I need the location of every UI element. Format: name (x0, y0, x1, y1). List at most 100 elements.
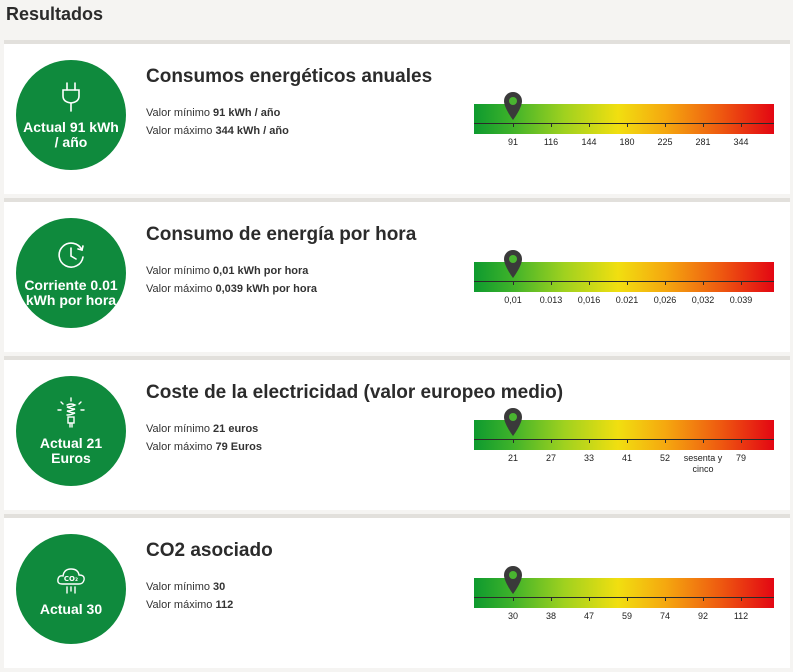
min-max-values: Valor mínimo 30 Valor máximo 112 (146, 578, 233, 614)
gauge-tick-label: 74 (659, 611, 671, 621)
gauge-gradient-bar (474, 104, 774, 134)
gauge-tick-label: 30 (507, 611, 519, 621)
gauge-tick-label: 0,032 (691, 295, 715, 305)
efficiency-gauge: 0,01 0.013 0,016 0.021 0,026 0,032 0.039 (474, 250, 774, 342)
gauge-tick (551, 439, 552, 443)
gauge-axis-line (474, 281, 774, 282)
gauge-tick-label: 38 (545, 611, 557, 621)
gauge-tick (741, 439, 742, 443)
gauge-tick-label: 225 (657, 137, 673, 147)
current-value-badge: CO₂ Actual 30 (16, 534, 126, 644)
card-title: Consumo de energía por hora (146, 224, 417, 245)
svg-text:CO₂: CO₂ (64, 575, 78, 583)
gauge-tick (665, 123, 666, 127)
current-value-badge: Actual 21 Euros (16, 376, 126, 486)
gauge-tick (513, 597, 514, 601)
max-label: Valor máximo (146, 283, 213, 295)
max-value: 79 Euros (215, 441, 262, 453)
gauge-tick (665, 597, 666, 601)
result-card-electricity-cost: Actual 21 Euros Coste de la electricidad… (4, 356, 790, 510)
min-label: Valor mínimo (146, 423, 210, 435)
gauge-tick-label: 59 (621, 611, 633, 621)
gauge-tick-label: 0,016 (577, 295, 601, 305)
efficiency-gauge: 91 116 144 180 225 281 344 (474, 92, 774, 184)
current-value: Actual 91 kWh / año (23, 119, 119, 150)
gauge-tick-label: 92 (697, 611, 709, 621)
co2-cloud-icon: CO₂ (57, 567, 85, 594)
min-label: Valor mínimo (146, 581, 210, 593)
gauge-tick (665, 439, 666, 443)
current-value: Actual 21 Euros (39, 435, 103, 466)
gauge-tick (665, 281, 666, 285)
gauge-tick-label: 112 (733, 611, 749, 621)
max-value: 0,039 kWh por hora (215, 283, 317, 295)
gauge-tick-label: 21 (507, 453, 519, 463)
gauge-gradient-bar (474, 578, 774, 608)
gauge-tick-label: 144 (581, 137, 597, 147)
card-title: Consumos energéticos anuales (146, 66, 433, 87)
results-list: Actual 91 kWh / año Consumos energéticos… (4, 40, 790, 672)
gauge-tick (551, 281, 552, 285)
max-value: 344 kWh / año (215, 125, 289, 137)
gauge-axis-line (474, 123, 774, 124)
min-label: Valor mínimo (146, 265, 210, 277)
gauge-axis-line (474, 597, 774, 598)
gauge-tick (703, 597, 704, 601)
max-label: Valor máximo (146, 125, 213, 137)
min-max-values: Valor mínimo 91 kWh / año Valor máximo 3… (146, 104, 289, 140)
min-value: 21 euros (213, 423, 259, 435)
location-pin-icon (504, 250, 522, 278)
current-value: Corriente 0.01 kWh por hora (24, 277, 118, 308)
current-value-badge: Corriente 0.01 kWh por hora (16, 218, 126, 328)
gauge-tick (589, 439, 590, 443)
gauge-tick-label: 116 (543, 137, 559, 147)
gauge-tick-label: 27 (545, 453, 557, 463)
clock-icon (58, 242, 84, 268)
gauge-tick (513, 281, 514, 285)
gauge-tick (551, 123, 552, 127)
gauge-axis-line (474, 439, 774, 440)
min-label: Valor mínimo (146, 107, 210, 119)
gauge-tick (703, 281, 704, 285)
gauge-tick-label: 0,026 (653, 295, 677, 305)
gauge-tick-label: 91 (507, 137, 519, 147)
min-value: 30 (213, 581, 226, 593)
gauge-tick (551, 597, 552, 601)
current-value-badge: Actual 91 kWh / año (16, 60, 126, 170)
gauge-tick-label: 344 (733, 137, 749, 147)
result-card-co2: CO₂ Actual 30 CO2 asociado Valor mínimo … (4, 514, 790, 668)
gauge-tick-label: 47 (583, 611, 595, 621)
plug-icon (62, 82, 80, 112)
gauge-tick-label: 0.021 (615, 295, 639, 305)
min-max-values: Valor mínimo 21 euros Valor máximo 79 Eu… (146, 420, 262, 456)
gauge-tick (703, 439, 704, 443)
gauge-gradient-bar (474, 262, 774, 292)
location-pin-icon (504, 92, 522, 120)
result-card-annual-consumption: Actual 91 kWh / año Consumos energéticos… (4, 40, 790, 194)
gauge-tick (589, 123, 590, 127)
current-value: Actual 30 (39, 600, 103, 617)
min-value: 0,01 kWh por hora (213, 265, 309, 277)
min-value: 91 kWh / año (213, 107, 281, 119)
card-title: Coste de la electricidad (valor europeo … (146, 382, 564, 403)
gauge-tick-label: 79 (735, 453, 747, 463)
min-max-values: Valor mínimo 0,01 kWh por hora Valor máx… (146, 262, 317, 298)
gauge-tick-label: 0,01 (504, 295, 522, 305)
gauge-tick (589, 597, 590, 601)
location-pin-icon (504, 566, 522, 594)
max-value: 112 (215, 599, 234, 611)
lightbulb-icon (57, 397, 85, 428)
gauge-tick (513, 439, 514, 443)
gauge-tick-label: 180 (619, 137, 635, 147)
card-title: CO2 asociado (146, 540, 273, 561)
gauge-gradient-bar (474, 420, 774, 450)
gauge-tick (703, 123, 704, 127)
gauge-tick-label: 52 (659, 453, 671, 463)
gauge-tick-label: 0.039 (729, 295, 753, 305)
gauge-tick (513, 123, 514, 127)
result-card-hourly-consumption: Corriente 0.01 kWh por hora Consumo de e… (4, 198, 790, 352)
max-label: Valor máximo (146, 441, 213, 453)
gauge-tick (589, 281, 590, 285)
gauge-tick (627, 281, 628, 285)
max-label: Valor máximo (146, 599, 213, 611)
